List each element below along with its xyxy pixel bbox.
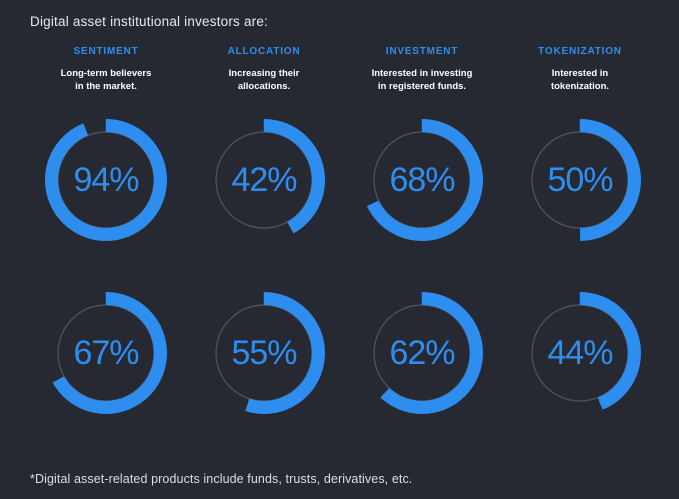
category-header: TOKENIZATION	[538, 46, 622, 57]
column-tokenization: TOKENIZATION Interested in tokenization.…	[501, 46, 659, 415]
donut-arc	[519, 292, 641, 414]
donut-chart: 42%	[202, 118, 326, 242]
donut-arc	[45, 119, 167, 241]
donut-ring	[361, 292, 483, 414]
donut-grid: SENTIMENT Long-term believers in the mar…	[27, 46, 659, 415]
page-title: Digital asset institutional investors ar…	[30, 14, 269, 29]
donut-chart: 44%	[518, 291, 642, 415]
donut-value: 42%	[231, 160, 297, 199]
donut-arc	[45, 292, 167, 414]
donut-chart: 68%	[360, 118, 484, 242]
donut-arc	[203, 292, 325, 414]
donut-value: 67%	[73, 333, 139, 372]
donut-ring	[361, 119, 483, 241]
donut-value: 55%	[231, 333, 297, 372]
donut-value: 44%	[547, 333, 613, 372]
donut-ring	[203, 292, 325, 414]
donut-arc	[361, 292, 483, 414]
category-subtitle: Long-term believers in the market.	[60, 68, 152, 92]
donut-value: 68%	[389, 160, 455, 199]
donut-value: 50%	[547, 160, 613, 199]
footnote: *Digital asset-related products include …	[30, 472, 413, 486]
donut-ring	[519, 292, 641, 414]
donut-chart: 62%	[360, 291, 484, 415]
donut-chart: 50%	[518, 118, 642, 242]
column-investment: INVESTMENT Interested in investing in re…	[343, 46, 501, 415]
donut-chart: 55%	[202, 291, 326, 415]
column-allocation: ALLOCATION Increasing their allocations.…	[185, 46, 343, 415]
category-header: ALLOCATION	[227, 46, 301, 57]
donut-chart: 94%	[44, 118, 168, 242]
donut-value: 62%	[389, 333, 455, 372]
donut-value: 94%	[73, 160, 139, 199]
donut-ring	[45, 119, 167, 241]
category-header: SENTIMENT	[73, 46, 139, 57]
donut-ring	[45, 292, 167, 414]
donut-arc	[519, 119, 641, 241]
column-sentiment: SENTIMENT Long-term believers in the mar…	[27, 46, 185, 415]
category-header: INVESTMENT	[385, 46, 459, 57]
category-subtitle: Increasing their allocations.	[228, 68, 300, 92]
category-subtitle: Interested in tokenization.	[550, 68, 610, 92]
donut-arc	[361, 119, 483, 241]
category-subtitle: Interested in investing in registered fu…	[371, 68, 473, 92]
donut-ring	[519, 119, 641, 241]
donut-arc	[203, 119, 325, 241]
donut-ring	[203, 119, 325, 241]
donut-chart: 67%	[44, 291, 168, 415]
